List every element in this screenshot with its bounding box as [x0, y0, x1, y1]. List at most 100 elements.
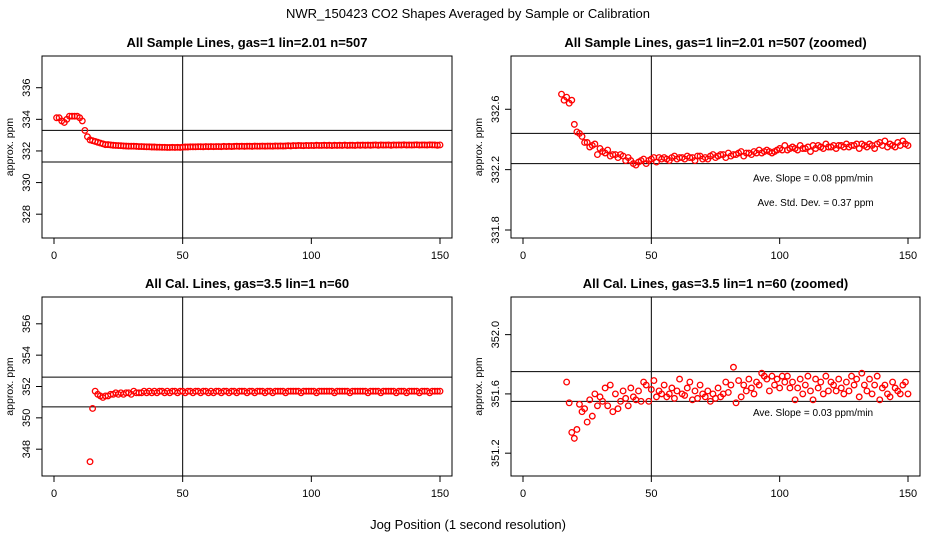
y-tick-label: 330	[21, 173, 33, 191]
data-point	[78, 117, 86, 125]
data-point	[727, 381, 735, 389]
data-point	[581, 405, 589, 413]
data-point	[583, 418, 591, 426]
y-axis-label: approx. ppm	[473, 357, 485, 416]
data-point	[814, 384, 822, 392]
data-point	[886, 393, 894, 401]
data-point	[776, 384, 784, 392]
data-point	[665, 390, 673, 398]
annotation-text: Ave. Std. Dev. = 0.37 ppm	[758, 198, 874, 209]
data-point	[809, 396, 817, 404]
figure-x-label: Jog Position (1 second resolution)	[370, 517, 566, 532]
data-point	[858, 369, 866, 377]
data-point	[601, 384, 609, 392]
data-point	[591, 140, 599, 148]
data-point	[881, 381, 889, 389]
data-point	[871, 381, 879, 389]
x-tick-label: 100	[770, 250, 788, 262]
panel-3: All Cal. Lines, gas=3.5 lin=1 n=60 0 50 100…	[4, 276, 453, 500]
y-tick-label: 352.0	[490, 321, 502, 349]
data-point	[794, 384, 802, 392]
data-point	[765, 387, 773, 395]
x-tick-label: 0	[51, 488, 57, 500]
data-point	[81, 126, 89, 134]
data-point	[904, 142, 912, 149]
data-point	[812, 375, 820, 383]
data-point	[606, 381, 614, 389]
plot-frame	[510, 55, 921, 239]
data-point	[730, 363, 737, 371]
panel-1: All Sample Lines, gas=1 lin=2.01 n=507 0 5…	[4, 35, 453, 262]
data-point	[581, 139, 589, 146]
data-point	[645, 397, 653, 405]
data-point	[860, 381, 868, 389]
data-point	[604, 402, 612, 410]
y-tick-label: 351.6	[490, 380, 502, 408]
data-point	[817, 378, 825, 386]
data-point	[773, 375, 781, 383]
data-point	[658, 390, 666, 398]
plot-frame	[41, 55, 453, 239]
data-point	[568, 428, 576, 436]
y-tick-label: 354	[21, 346, 33, 364]
data-point	[901, 378, 909, 386]
data-point	[563, 378, 571, 386]
data-point	[436, 387, 444, 395]
x-tick-label: 50	[177, 250, 189, 262]
data-point	[819, 390, 827, 398]
data-point	[642, 381, 650, 389]
data-point	[835, 375, 843, 383]
x-tick-label: 150	[431, 488, 449, 500]
data-point	[609, 408, 617, 416]
data-point	[717, 151, 725, 158]
data-point	[848, 372, 855, 380]
data-point	[896, 390, 904, 398]
data-point	[832, 387, 840, 395]
data-point	[704, 387, 712, 395]
data-point	[436, 141, 444, 149]
data-point	[650, 377, 658, 385]
y-tick-label: 351.2	[490, 439, 502, 467]
data-point	[881, 137, 889, 145]
panels: All Sample Lines, gas=1 lin=2.01 n=507 0 5…	[4, 35, 921, 500]
data-point	[89, 404, 97, 412]
data-point	[694, 152, 701, 160]
data-point	[686, 154, 694, 162]
data-point	[599, 397, 607, 405]
data-point	[850, 381, 858, 389]
data-point	[593, 151, 601, 158]
data-point	[714, 384, 722, 392]
data-point	[868, 390, 876, 398]
data-point	[781, 378, 789, 386]
y-tick-label: 356	[21, 315, 33, 333]
data-point	[670, 394, 678, 402]
data-point	[842, 378, 850, 386]
data-point	[873, 372, 881, 380]
data-point	[653, 393, 660, 401]
data-point	[750, 390, 758, 398]
data-point	[622, 394, 630, 402]
data-points	[558, 90, 912, 169]
data-point	[824, 387, 832, 395]
y-tick-label: 334	[21, 110, 33, 128]
data-point	[668, 384, 676, 392]
plot-frame	[510, 296, 921, 477]
panel-title: All Sample Lines, gas=1 lin=2.01 n=507 (…	[564, 35, 866, 50]
x-tick-label: 100	[302, 250, 320, 262]
data-point	[840, 390, 848, 398]
data-point	[768, 372, 776, 380]
x-tick-label: 150	[431, 250, 449, 262]
data-point	[855, 393, 863, 401]
y-tick-label: 348	[21, 440, 33, 458]
panel-2: All Sample Lines, gas=1 lin=2.01 n=507 (…	[473, 35, 921, 262]
x-tick-label: 0	[520, 250, 526, 262]
x-tick-label: 150	[899, 488, 917, 500]
data-point	[696, 381, 704, 389]
y-tick-label: 352	[21, 377, 33, 395]
data-point	[619, 387, 627, 395]
y-axis-label: approx. ppm	[4, 357, 16, 416]
plot-frame	[41, 296, 453, 477]
data-point	[822, 372, 830, 380]
panel-title: All Sample Lines, gas=1 lin=2.01 n=507	[127, 35, 368, 50]
y-axis-label: approx. ppm	[473, 118, 485, 177]
